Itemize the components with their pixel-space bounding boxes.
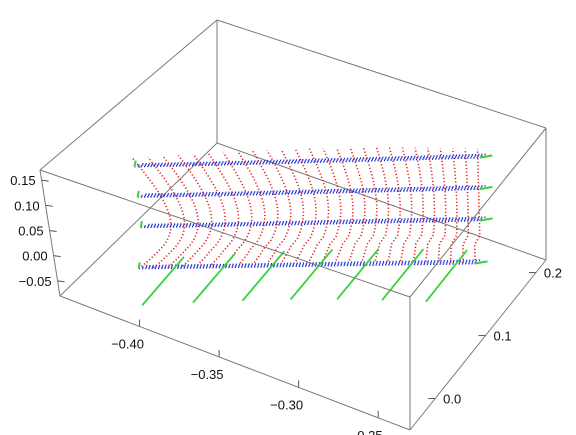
layer-arc-1-1 (134, 156, 481, 168)
vertical-curve-15 (335, 147, 354, 261)
bounding-box-back-edges (39, 19, 547, 297)
box-edge-top-back (216, 19, 547, 129)
vertical-curve-5 (192, 153, 226, 266)
layer-arc-4-3 (146, 259, 482, 267)
layer-arc-4-2 (142, 261, 479, 268)
y-tick-label-2: 0.1 (494, 329, 512, 344)
connector-6 (381, 248, 425, 301)
vertical-curve-17 (361, 147, 378, 261)
layer-endcap-4-left (137, 262, 141, 269)
layer-arc-1-3 (142, 153, 487, 165)
vertical-curve-10 (266, 149, 292, 263)
z-tick-5 (41, 179, 49, 182)
x-tick-label-1: −0.40 (111, 336, 144, 351)
box-edge-bottom-front (59, 295, 411, 431)
data-marks (131, 147, 493, 306)
z-tick-label-5: 0.15 (10, 173, 35, 188)
vertical-curve-25 (462, 148, 470, 264)
connector-3 (241, 250, 286, 302)
x-tick-label-2: −0.35 (191, 367, 224, 382)
layer-arc-3-1 (140, 219, 481, 229)
z-tick-label-4: 0.10 (14, 198, 39, 213)
vertical-curve-4 (177, 154, 213, 267)
bounding-box-front-edges (39, 127, 547, 431)
vertical-curve-20 (399, 147, 413, 262)
layer-endcap-1-right (479, 154, 493, 159)
y-tick-label-1: 0.0 (443, 392, 461, 407)
z-tick-4 (45, 204, 53, 207)
x-tick-label-4: −0.25 (350, 428, 383, 435)
connector-5 (336, 248, 380, 300)
vertical-curve-11 (280, 149, 305, 262)
z-tick-1 (57, 280, 65, 283)
z-tick-label-1: −0.05 (19, 274, 52, 289)
box-edge-bottom-right (409, 259, 547, 431)
box-edge-top-left (39, 19, 218, 171)
layer-endcap-2-right (479, 185, 493, 191)
layer-endcap-4-right (475, 260, 488, 265)
connector-2 (192, 253, 236, 304)
vertical-curve-8 (237, 151, 266, 264)
layer-arc-4-1 (138, 262, 476, 270)
vertical-curve-9 (252, 150, 279, 264)
layer-endcap-3-right (480, 217, 493, 222)
connector-1 (141, 256, 185, 306)
z-tick-2 (53, 255, 61, 258)
box-edge-top-right (409, 127, 547, 298)
vertical-curve-18 (374, 147, 390, 261)
vertical-curve-2 (147, 156, 186, 269)
layer-arc-3-2 (144, 218, 484, 227)
vertical-curve-23 (437, 148, 447, 263)
layer-endcap-2-left (136, 190, 140, 198)
vertical-curve-7 (222, 152, 253, 265)
vertical-curve-12 (294, 148, 317, 262)
z-tick-label-3: 0.05 (18, 223, 43, 238)
vertical-curve-21 (412, 147, 424, 262)
box-edge-bottom-back (216, 142, 547, 261)
vertical-curve-13 (308, 148, 330, 262)
connector-7 (425, 249, 468, 303)
box-edge-vertical-left (39, 169, 61, 297)
z-tick-3 (49, 229, 57, 232)
box-edge-bottom-left (59, 142, 218, 297)
vertical-curve-1 (131, 157, 172, 270)
connector-4 (289, 248, 334, 301)
vertical-curve-6 (207, 153, 240, 266)
x-tick-label-3: −0.30 (270, 397, 303, 412)
vertical-curve-26 (473, 148, 481, 264)
layer-arc-1-2 (138, 155, 484, 167)
layer-endcap-3-left (139, 221, 143, 228)
vertical-curve-14 (322, 147, 342, 261)
vertical-curve-22 (425, 147, 436, 262)
z-tick-label-2: 0.00 (22, 249, 47, 264)
layer-arc-3-3 (148, 216, 487, 226)
vertical-curve-3 (162, 155, 199, 268)
axis-ticks: −0.05 0.00 0.05 0.10 0.15 −0.40 −0.35 −0.30 −0.2… (10, 173, 562, 435)
vertical-curve-16 (348, 147, 366, 261)
box-edge-top-front (39, 169, 411, 298)
layer-endcap-1-left (133, 160, 137, 167)
y-tick-label-3: 0.2 (544, 266, 562, 281)
